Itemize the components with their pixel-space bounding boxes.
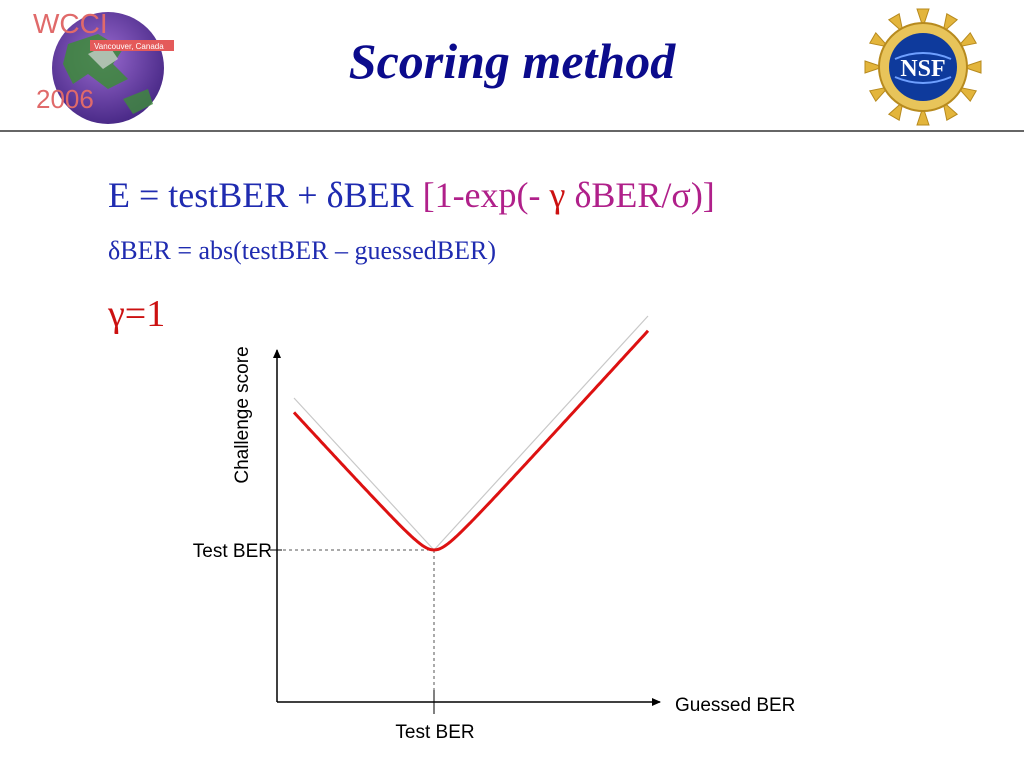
- y-marker-label: Test BER: [193, 541, 272, 562]
- formula-line-1: E = testBER + δBER [1-exp(- γ δBER/σ)]: [108, 174, 715, 216]
- formula-rest: δBER/σ)]: [565, 175, 715, 215]
- asymptote-left: [293, 397, 435, 551]
- nsf-text: NSF: [900, 56, 945, 82]
- y-axis-label: Challenge score: [232, 346, 253, 483]
- logo-banner: [90, 40, 174, 51]
- wcci-logo: Vancouver, Canada WCCI 2006: [33, 8, 174, 124]
- formula-bracket-open: [1-exp(-: [422, 175, 550, 215]
- formula-line-2: δBER = abs(testBER – guessedBER): [108, 236, 497, 265]
- nsf-globe-icon: [889, 33, 957, 101]
- logo-banner-text: Vancouver, Canada: [94, 42, 164, 51]
- page-title: Scoring method: [348, 33, 676, 89]
- title-divider: [0, 130, 1024, 132]
- formula-main: E = testBER + δBER: [108, 175, 423, 215]
- score-curve: [292, 329, 650, 552]
- formula-gamma: γ: [549, 175, 566, 215]
- x-marker-label: Test BER: [395, 722, 474, 743]
- logo-bottom-text: 2006: [36, 84, 94, 114]
- logo-top-text: WCCI: [33, 8, 108, 39]
- gamma-value: γ=1: [108, 293, 166, 335]
- x-axis-label: Guessed BER: [675, 695, 795, 716]
- seal-rays: [864, 8, 982, 126]
- nsf-logo: NSF: [864, 8, 982, 126]
- asymptote-right: [433, 315, 649, 551]
